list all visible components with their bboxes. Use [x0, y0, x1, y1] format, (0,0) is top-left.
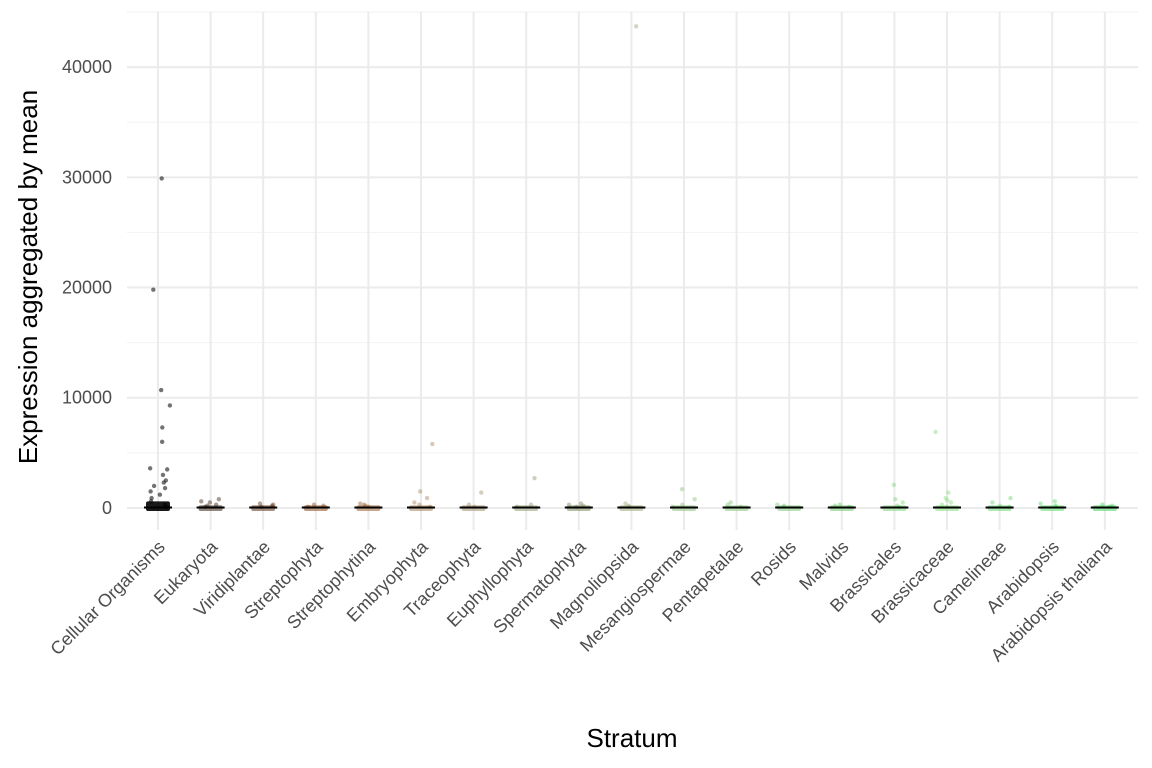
data-point [357, 501, 363, 506]
data-point [679, 487, 685, 492]
data-point [578, 501, 584, 506]
data-point [728, 500, 733, 505]
data-point [216, 496, 222, 502]
data-point [430, 441, 435, 447]
data-point [532, 476, 537, 481]
data-point [149, 495, 154, 501]
data-point [479, 490, 484, 495]
y-axis-tick-labels: 0 10000 20000 30000 40000 [62, 57, 112, 518]
data-point [151, 287, 156, 292]
data-point [159, 439, 165, 445]
low-value-point-cluster [146, 501, 170, 511]
data-point [199, 499, 204, 504]
x-tick-label: Rosids [747, 537, 800, 590]
data-point [161, 480, 166, 485]
data-point [148, 489, 153, 494]
data-point [162, 485, 168, 491]
y-tick-label: 10000 [62, 388, 112, 408]
data-point [1008, 495, 1013, 501]
data-point [157, 492, 163, 497]
data-point [945, 498, 950, 503]
data-point [167, 403, 173, 408]
data-point [948, 500, 954, 505]
x-tick-label: Spermatophyta [489, 536, 590, 637]
data-point [418, 489, 423, 494]
data-point [1038, 501, 1043, 506]
x-axis-title: Stratum [586, 723, 677, 753]
y-tick-label: 30000 [62, 167, 112, 187]
x-axis-tick-labels: Cellular OrganismsEukaryotaViridiplantae… [46, 536, 1116, 665]
y-tick-label: 40000 [62, 57, 112, 77]
data-point [424, 495, 430, 501]
y-tick-label: 20000 [62, 278, 112, 298]
data-point [943, 495, 948, 501]
data-point [933, 429, 938, 435]
data-point [692, 496, 697, 502]
data-point [891, 482, 897, 488]
data-point [893, 496, 898, 502]
data-point [412, 500, 417, 505]
data-point [164, 467, 170, 472]
data-point [160, 472, 166, 478]
minor-gridlines [127, 11, 1138, 454]
data-point [257, 501, 263, 506]
data-point [158, 387, 164, 393]
data-point [151, 483, 157, 489]
data-point [990, 500, 995, 505]
y-tick-label: 0 [102, 498, 112, 518]
data-point [160, 425, 165, 430]
data-point [623, 501, 628, 506]
major-gridlines [127, 12, 1138, 530]
y-axis-title: Expression aggregated by mean [13, 90, 43, 464]
data-point [147, 466, 153, 471]
data-point [946, 490, 951, 495]
data-point [159, 176, 164, 181]
data-point [633, 24, 639, 29]
data-point [900, 500, 905, 505]
data-point [207, 500, 213, 505]
x-tick-label: Cellular Organisms [46, 537, 168, 659]
data-point [1052, 499, 1058, 504]
